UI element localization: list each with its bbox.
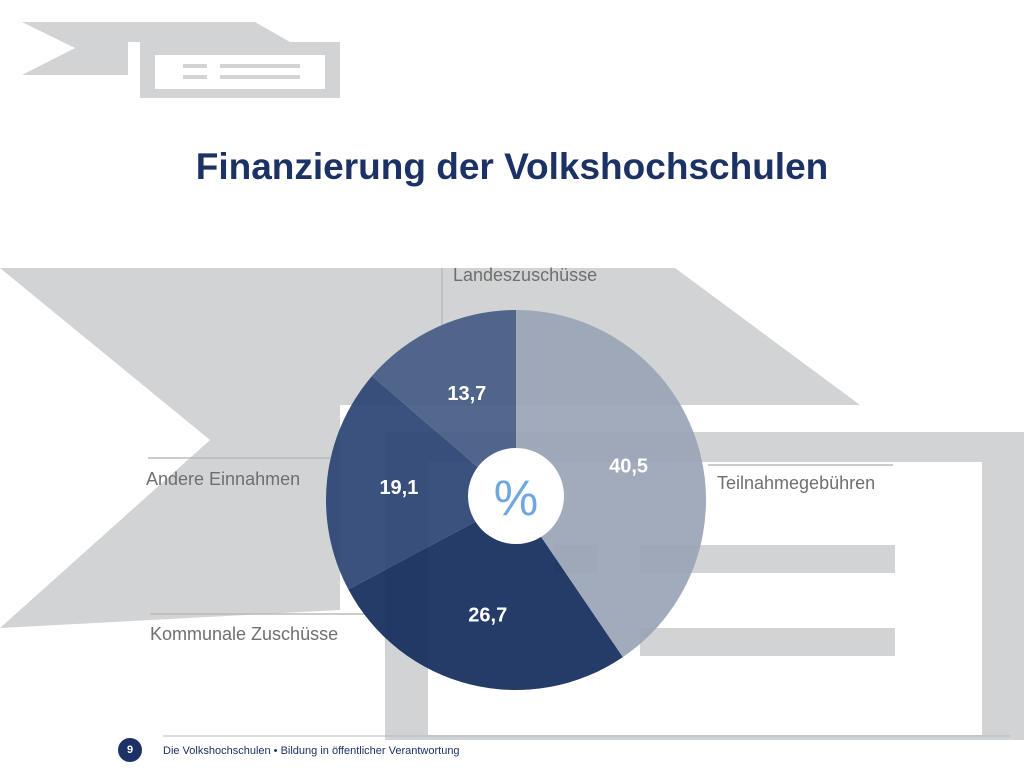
pie-slice-1 [516,310,707,658]
logo-line [183,75,207,79]
page-number-badge: 9 [118,738,142,762]
pie-slice-2 [348,500,623,690]
percent-sign: % [494,470,538,526]
logo-line [220,64,300,68]
pie-center-hole [468,448,564,544]
footer-text: Die Volkshochschulen • Bildung in öffent… [163,745,460,757]
pie-labels: 40,5 26,7 19,1 13,7 [379,383,648,626]
logo-frame-inner [155,55,325,89]
slice-value-label: 19,1 [379,477,418,499]
slice-category-label: Teilnahmegebühren [717,473,875,493]
slice-value-label: 40,5 [609,455,648,477]
logo-line [220,75,300,79]
logo-arrow-shape [22,22,290,75]
slice-value-label: 13,7 [447,383,486,405]
pie-slices [325,310,707,690]
logo-line [183,64,207,68]
decor-bar [640,628,895,656]
slice-category-label: Landeszuschüsse [453,265,597,285]
slide-title: Finanzierung der Volkshochschulen [195,146,829,187]
slice-category-label: Kommunale Zuschüsse [150,624,338,644]
slice-category-label: Andere Einnahmen [146,469,300,489]
pie-slice-4 [371,310,516,500]
pie-slice-3 [325,376,516,590]
slice-value-label: 26,7 [468,604,507,626]
decor-arrow-shape [0,268,860,628]
